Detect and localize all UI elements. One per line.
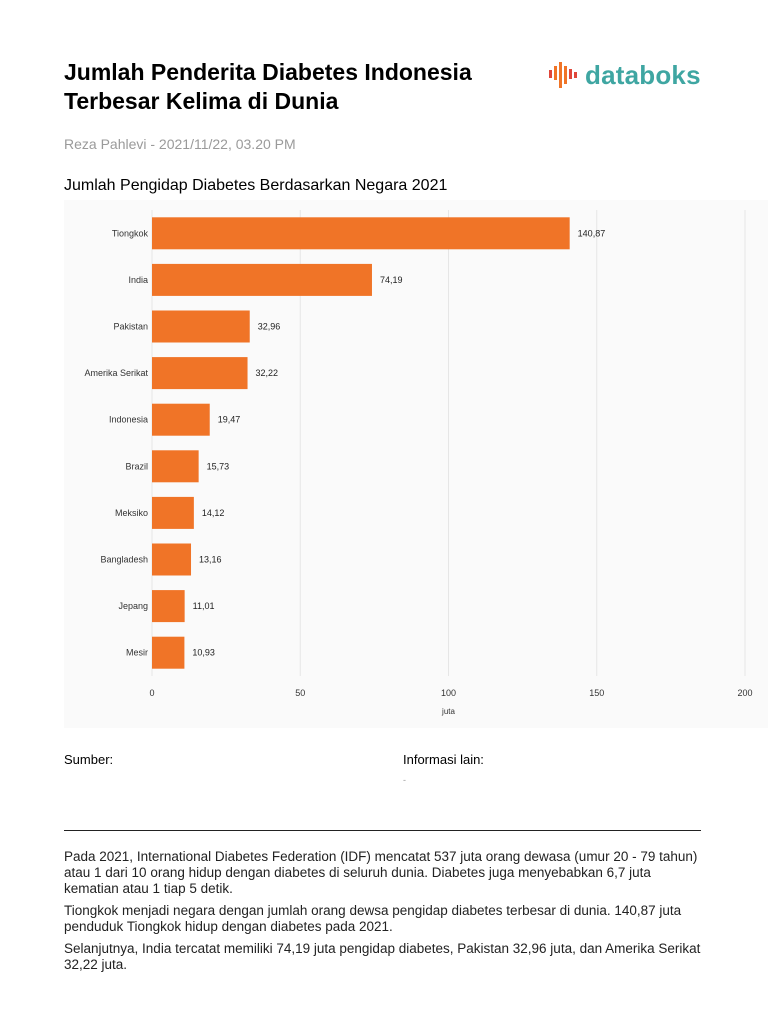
bar (152, 496, 194, 529)
header: Jumlah Penderita Diabetes Indonesia Terb… (64, 58, 704, 122)
bar (152, 636, 185, 669)
article-body: Pada 2021, International Diabetes Federa… (64, 849, 704, 979)
page-title-line-2: Terbesar Kelima di Dunia (64, 88, 339, 114)
x-tick-label: 200 (737, 688, 752, 698)
category-label: Tiongkok (112, 228, 149, 238)
category-label: India (128, 275, 148, 285)
source-label: Sumber: (64, 752, 114, 767)
data-label: 74,19 (380, 275, 403, 285)
bar (152, 357, 248, 390)
bar (152, 263, 372, 296)
bar (152, 310, 250, 343)
data-label: 32,96 (258, 322, 281, 332)
info-value: - (403, 775, 406, 785)
paragraph-1: Pada 2021, International Diabetes Federa… (64, 849, 698, 896)
data-label: 32,22 (256, 368, 279, 378)
data-label: 11,01 (193, 601, 215, 611)
category-label: Pakistan (113, 322, 148, 332)
page-title: Jumlah Penderita Diabetes Indonesia Terb… (64, 58, 534, 116)
x-tick-label: 100 (441, 688, 456, 698)
data-label: 13,16 (199, 555, 222, 565)
paragraph-3: Selanjutnya, India tercatat memiliki 74,… (64, 941, 701, 972)
page-title-line-1: Jumlah Penderita Diabetes Indonesia (64, 59, 472, 85)
info-label: Informasi lain: (403, 752, 484, 767)
x-tick-label: 150 (589, 688, 604, 698)
x-tick-label: 0 (149, 688, 154, 698)
databoks-logo[interactable]: databoks (548, 60, 701, 90)
data-label: 140,87 (578, 228, 606, 238)
logo-bars-icon (549, 62, 577, 88)
logo-text: databoks (585, 59, 701, 90)
category-label: Meksiko (115, 508, 148, 518)
bar (152, 590, 185, 623)
category-label: Amerika Serikat (84, 368, 148, 378)
category-label: Brazil (125, 461, 148, 471)
category-label: Mesir (126, 648, 148, 658)
x-tick-label: 50 (295, 688, 305, 698)
x-axis-label: juta (441, 707, 455, 716)
chart-title: Jumlah Pengidap Diabetes Berdasarkan Neg… (64, 177, 448, 194)
data-label: 19,47 (218, 415, 241, 425)
category-label: Indonesia (109, 415, 148, 425)
bar (152, 217, 570, 250)
chart-area: 0 50 100 150 200 juta Tiongkok 140,87 India 74,19… (64, 200, 768, 728)
bar (152, 543, 192, 576)
category-label: Jepang (118, 601, 148, 611)
divider (64, 830, 701, 831)
byline: Reza Pahlevi - 2021/11/22, 03.20 PM (64, 136, 296, 152)
bar (152, 403, 210, 436)
data-label: 14,12 (202, 508, 225, 518)
paragraph-2: Tiongkok menjadi negara dengan jumlah or… (64, 903, 682, 934)
category-label: Bangladesh (100, 555, 148, 565)
data-label: 10,93 (192, 648, 215, 658)
bar-chart: 0 50 100 150 200 juta Tiongkok 140,87 India 74,19… (84, 210, 753, 716)
bar (152, 450, 199, 483)
data-label: 15,73 (207, 461, 230, 471)
